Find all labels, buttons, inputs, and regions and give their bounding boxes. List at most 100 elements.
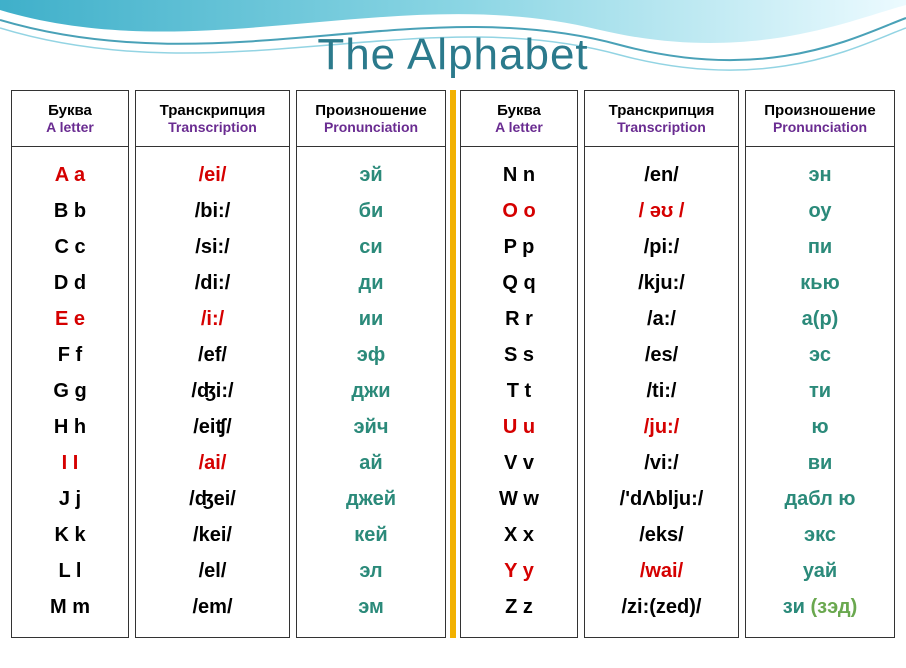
letter-cell: V v <box>461 445 577 481</box>
pronunciation-cell: си <box>297 229 445 265</box>
transcription-cell: /bi:/ <box>136 193 289 229</box>
transcription-cell: /'dΛblju:/ <box>585 481 738 517</box>
header-letter-ru: Буква <box>471 102 567 119</box>
header-pron-en: Pronunciation <box>307 119 435 135</box>
header-trans-ru: Транскрипция <box>146 102 279 119</box>
header-trans-en: Transcription <box>595 119 728 135</box>
col-letter-left: Буква A letter A aB bC cD dE eF fG gH hI… <box>11 90 129 638</box>
pronunciation-cell: кей <box>297 517 445 553</box>
letter-cell: Q q <box>461 265 577 301</box>
pronunciation-cell: оу <box>746 193 894 229</box>
pronunciation-cell: уай <box>746 553 894 589</box>
pronunciation-cell: эл <box>297 553 445 589</box>
left-half: Буква A letter A aB bC cD dE eF fG gH hI… <box>11 90 446 638</box>
transcription-cell: /eiʧ/ <box>136 409 289 445</box>
pronunciation-cell: а(р) <box>746 301 894 337</box>
transcription-cell: /el/ <box>136 553 289 589</box>
transcription-cell: /ʤei/ <box>136 481 289 517</box>
header-pron: Произношение Pronunciation <box>746 91 894 147</box>
transcription-cell: /zi:(zed)/ <box>585 589 738 625</box>
letter-cell: L l <box>12 553 128 589</box>
header-letter-en: A letter <box>22 119 118 135</box>
pronunciation-cell: ю <box>746 409 894 445</box>
pronunciation-cell: би <box>297 193 445 229</box>
transcription-cell: /em/ <box>136 589 289 625</box>
letter-cell: D d <box>12 265 128 301</box>
col-pron-left: Произношение Pronunciation эйбисидиииэфд… <box>296 90 446 638</box>
transcription-cell: /pi:/ <box>585 229 738 265</box>
header-pron-ru: Произношение <box>307 102 435 119</box>
transcription-cell: /i:/ <box>136 301 289 337</box>
transcription-cell: /wai/ <box>585 553 738 589</box>
letter-cell: G g <box>12 373 128 409</box>
letter-cell: C c <box>12 229 128 265</box>
letter-cell: I I <box>12 445 128 481</box>
header-trans-ru: Транскрипция <box>595 102 728 119</box>
letter-cell: A a <box>12 157 128 193</box>
transcription-cell: /ei/ <box>136 157 289 193</box>
letter-cell: R r <box>461 301 577 337</box>
pronunciation-cell: эс <box>746 337 894 373</box>
letter-cell: X x <box>461 517 577 553</box>
transcription-cell: / əʊ / <box>585 193 738 229</box>
transcription-cell: /di:/ <box>136 265 289 301</box>
pronunciation-cell: ти <box>746 373 894 409</box>
header-letter-en: A letter <box>471 119 567 135</box>
letter-cell: T t <box>461 373 577 409</box>
letter-cell: N n <box>461 157 577 193</box>
page-title: The Alphabet <box>0 30 906 80</box>
transcription-cell: /en/ <box>585 157 738 193</box>
transcription-cell: /ju:/ <box>585 409 738 445</box>
header-letter-ru: Буква <box>22 102 118 119</box>
pronunciation-cell: эн <box>746 157 894 193</box>
transcription-cell: /ʤi:/ <box>136 373 289 409</box>
pronunciation-cell: дабл ю <box>746 481 894 517</box>
letter-cell: Y y <box>461 553 577 589</box>
pronunciation-cell: ви <box>746 445 894 481</box>
letter-cell: Z z <box>461 589 577 625</box>
pronunciation-cell: джи <box>297 373 445 409</box>
pronunciation-cell: эм <box>297 589 445 625</box>
header-pron-en: Pronunciation <box>756 119 884 135</box>
transcription-cell: /kju:/ <box>585 265 738 301</box>
center-divider <box>450 90 456 638</box>
pronunciation-cell: пи <box>746 229 894 265</box>
header-letter: Буква A letter <box>461 91 577 147</box>
transcription-cell: /eks/ <box>585 517 738 553</box>
pronunciation-cell: кью <box>746 265 894 301</box>
col-trans-right: Транскрипция Transcription /en// əʊ //pi… <box>584 90 739 638</box>
letter-cell: B b <box>12 193 128 229</box>
transcription-cell: /es/ <box>585 337 738 373</box>
header-pron-ru: Произношение <box>756 102 884 119</box>
header-trans: Транскрипция Transcription <box>136 91 289 147</box>
letter-cell: K k <box>12 517 128 553</box>
col-trans-left: Транскрипция Transcription /ei//bi://si:… <box>135 90 290 638</box>
transcription-cell: /ti:/ <box>585 373 738 409</box>
transcription-cell: /ef/ <box>136 337 289 373</box>
transcription-cell: /si:/ <box>136 229 289 265</box>
transcription-cell: /ai/ <box>136 445 289 481</box>
header-trans: Транскрипция Transcription <box>585 91 738 147</box>
pronunciation-cell: джей <box>297 481 445 517</box>
pronunciation-cell: зи (зэд) <box>746 589 894 625</box>
letter-cell: E e <box>12 301 128 337</box>
header-letter: Буква A letter <box>12 91 128 147</box>
col-pron-right: Произношение Pronunciation эноупикьюа(р)… <box>745 90 895 638</box>
letter-cell: S s <box>461 337 577 373</box>
letter-cell: J j <box>12 481 128 517</box>
letter-cell: W w <box>461 481 577 517</box>
pronunciation-cell: ди <box>297 265 445 301</box>
letter-cell: O o <box>461 193 577 229</box>
pronunciation-cell: ии <box>297 301 445 337</box>
pronunciation-cell: эй <box>297 157 445 193</box>
pronunciation-alt: (зэд) <box>811 596 858 618</box>
letter-cell: U u <box>461 409 577 445</box>
letter-cell: P p <box>461 229 577 265</box>
letter-cell: M m <box>12 589 128 625</box>
alphabet-table: Буква A letter A aB bC cD dE eF fG gH hI… <box>0 90 906 638</box>
pronunciation-cell: эйч <box>297 409 445 445</box>
col-letter-right: Буква A letter N nO oP pQ qR rS sT tU uV… <box>460 90 578 638</box>
pronunciation-cell: ай <box>297 445 445 481</box>
pronunciation-cell: эф <box>297 337 445 373</box>
transcription-cell: /vi:/ <box>585 445 738 481</box>
